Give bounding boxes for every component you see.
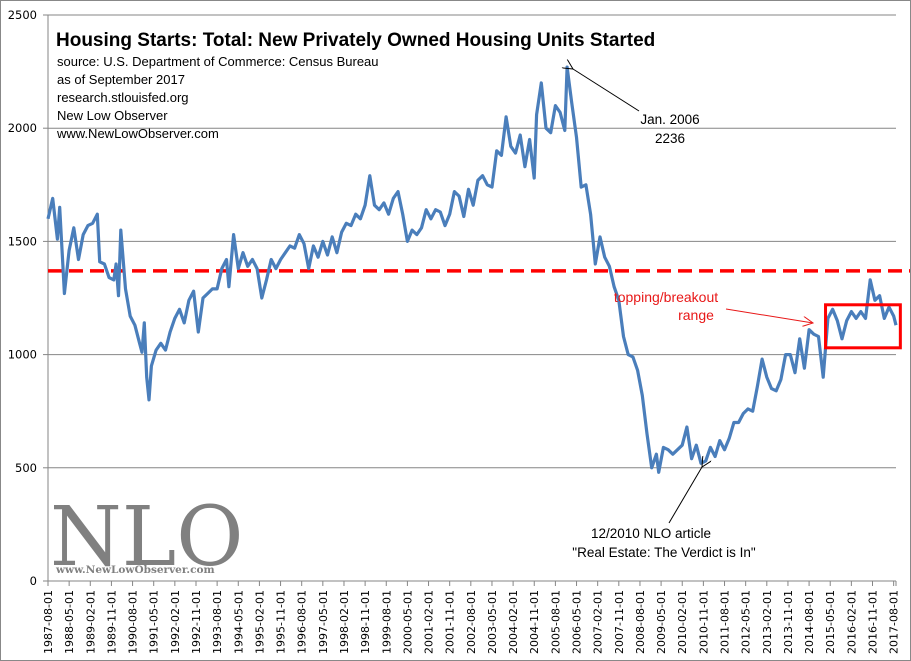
subtitle-line: New Low Observer (57, 108, 168, 123)
x-tick-label: 2010-11-01 (697, 590, 710, 654)
x-tick-label: 2015-05-01 (824, 590, 837, 654)
x-tick-label: 1988-05-01 (63, 590, 76, 654)
gridlines (48, 14, 896, 469)
watermark-url: www.NewLowObserver.com (55, 564, 215, 576)
annotation-nlo-article: 12/2010 NLO article "Real Estate: The Ve… (572, 467, 756, 560)
x-tick-label: 2014-08-01 (803, 590, 816, 654)
x-tick-label: 1995-02-01 (253, 590, 266, 654)
annotation-topping: topping/breakout range (614, 289, 813, 323)
x-axis: 1987-08-01 1988-05-01 1989-02-01 1989-11-01… (42, 581, 901, 654)
topping-range-box (824, 303, 902, 350)
x-tick-label: 1996-08-01 (296, 590, 309, 654)
y-tick-label: 2000 (8, 121, 37, 135)
x-tick-label: 1998-11-01 (359, 590, 372, 654)
chart-title-block: Housing Starts: Total: New Privately Own… (56, 30, 655, 141)
annotation-arrow (668, 467, 702, 524)
x-tick-label: 1999-08-01 (380, 590, 393, 654)
watermark-logo: NLO (50, 490, 243, 585)
x-tick-label: 2004-11-01 (528, 590, 541, 654)
x-tick-label: 1994-05-01 (232, 590, 245, 654)
annotation-text: "Real Estate: The Verdict is In" (572, 545, 756, 560)
y-tick-label: 0 (30, 574, 37, 588)
x-tick-label: 2009-05-01 (655, 590, 668, 654)
subtitle-line: as of September 2017 (57, 72, 185, 87)
x-tick-label: 1989-02-01 (84, 590, 97, 654)
x-tick-label: 1992-02-01 (169, 590, 182, 654)
annotation-text: 2236 (655, 131, 685, 146)
x-tick-label: 1997-05-01 (317, 590, 330, 654)
subtitle-line: source: U.S. Department of Commerce: Cen… (57, 54, 379, 69)
annotation-peak: Jan. 2006 2236 (573, 69, 700, 146)
x-tick-label: 1992-11-01 (190, 590, 203, 654)
y-tick-label: 2500 (8, 8, 37, 22)
annotation-arrow (573, 69, 640, 112)
x-tick-label: 2016-02-01 (845, 590, 858, 654)
x-tick-label: 2001-02-01 (423, 590, 436, 654)
x-tick-label: 2000-05-01 (401, 590, 414, 654)
annotation-text: topping/breakout (614, 289, 718, 305)
x-tick-label: 2012-05-01 (740, 590, 753, 654)
x-tick-label: 2004-02-01 (507, 590, 520, 654)
x-tick-label: 2007-11-01 (613, 590, 626, 654)
x-tick-label: 2007-02-01 (592, 590, 605, 654)
x-tick-label: 2002-08-01 (465, 590, 478, 654)
annotation-text: 12/2010 NLO article (591, 526, 711, 541)
subtitle-line: www.NewLowObserver.com (56, 126, 219, 141)
x-tick-label: 1995-11-01 (275, 590, 288, 654)
x-tick-label: 2003-05-01 (486, 590, 499, 654)
x-tick-label: 1993-08-01 (211, 590, 224, 654)
chart-title: Housing Starts: Total: New Privately Own… (56, 30, 655, 51)
x-tick-label: 1991-05-01 (148, 590, 161, 654)
x-tick-label: 2008-08-01 (634, 590, 647, 654)
x-tick-label: 2013-11-01 (782, 590, 795, 654)
x-tick-label: 1990-08-01 (127, 590, 140, 654)
subtitle-line: research.stlouisfed.org (57, 90, 189, 105)
x-tick-label: 1987-08-01 (42, 590, 55, 654)
annotation-text: range (678, 307, 714, 323)
x-tick-label: 1998-02-01 (338, 590, 351, 654)
y-tick-label: 1500 (8, 234, 37, 248)
y-axis: 0 500 1000 1500 2000 2500 (8, 8, 48, 588)
y-tick-label: 1000 (8, 348, 37, 362)
x-tick-label: 2005-08-01 (549, 590, 562, 654)
annotation-text: Jan. 2006 (640, 112, 699, 127)
x-tick-label: 2013-02-01 (761, 590, 774, 654)
x-tick-label: 2017-08-01 (888, 590, 901, 654)
x-tick-label: 2011-08-01 (719, 590, 732, 654)
series-line-housing-starts (46, 65, 898, 474)
x-tick-label: 2010-02-01 (676, 590, 689, 654)
x-tick-label: 1989-11-01 (105, 590, 118, 654)
x-tick-label: 2016-11-01 (867, 590, 880, 654)
x-tick-label: 2006-05-01 (571, 590, 584, 654)
watermark: NLO www.NewLowObserver.com (50, 490, 243, 585)
y-tick-label: 500 (15, 461, 37, 475)
x-tick-label: 2001-11-01 (444, 590, 457, 654)
annotation-arrow (725, 308, 813, 323)
